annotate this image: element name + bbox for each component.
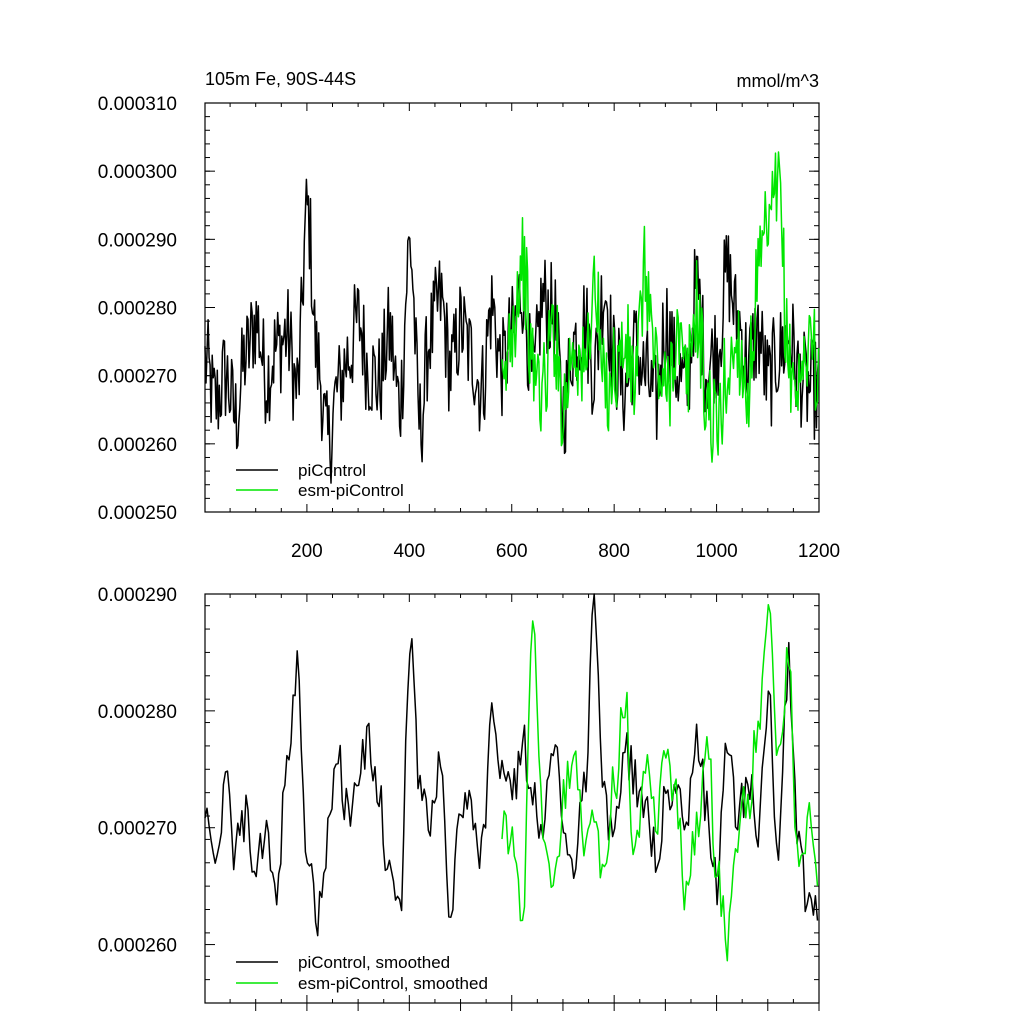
top-y-tick-label: 0.000260 [98, 435, 177, 456]
top-title-right: mmol/m^3 [737, 71, 819, 91]
bottom-y-tick-label: 0.000260 [98, 936, 177, 957]
bottom-legend-label-esm: esm-piControl, smoothed [298, 974, 488, 993]
top-x-tick-label: 600 [496, 541, 528, 562]
top-tick-marks [205, 102, 820, 513]
top-y-tick-labels: 0.000250 0.000260 0.000270 0.000280 0.000290… [98, 94, 177, 524]
bottom-tick-marks [205, 593, 820, 1011]
bottom-panel: 0.000260 0.000270 0.000280 0.000290 piContr… [98, 585, 820, 1011]
top-series-line-picontrol [204, 178, 820, 484]
top-series-lines [204, 151, 820, 484]
top-legend-label-esm: esm-piControl [298, 481, 404, 500]
bottom-y-tick-label: 0.000270 [98, 819, 177, 840]
top-y-tick-label: 0.000250 [98, 503, 177, 524]
top-y-tick-label: 0.000290 [98, 230, 177, 251]
top-y-tick-label: 0.000310 [98, 94, 177, 115]
top-x-tick-label: 800 [598, 541, 630, 562]
top-y-tick-label: 0.000300 [98, 162, 177, 183]
top-series-line-esm-picontrol [501, 151, 820, 463]
bottom-legend: piControl, smoothed esm-piControl, smoot… [236, 953, 488, 993]
top-panel: 0.000250 0.000260 0.000270 0.000280 0.000290… [98, 69, 840, 562]
top-legend-label-picontrol: piControl [298, 461, 366, 480]
top-y-tick-label: 0.000270 [98, 367, 177, 388]
top-title-left: 105m Fe, 90S-44S [205, 69, 356, 89]
top-y-tick-label: 0.000280 [98, 299, 177, 320]
top-legend: piControl esm-piControl [236, 461, 404, 500]
bottom-y-tick-label: 0.000290 [98, 585, 177, 606]
top-x-tick-label: 1000 [695, 541, 737, 562]
top-x-tick-label: 200 [291, 541, 323, 562]
bottom-y-tick-labels: 0.000260 0.000270 0.000280 0.000290 [98, 585, 177, 957]
bottom-y-tick-label: 0.000280 [98, 702, 177, 723]
bottom-series-line-esm-picontrol [501, 603, 819, 962]
bottom-series-line-picontrol [204, 593, 819, 937]
top-x-tick-label: 1200 [798, 541, 840, 562]
bottom-series-lines [204, 593, 819, 962]
top-x-tick-labels: 200 400 600 800 1000 1200 [291, 541, 840, 562]
bottom-legend-label-picontrol: piControl, smoothed [298, 953, 450, 972]
top-x-tick-label: 400 [393, 541, 425, 562]
